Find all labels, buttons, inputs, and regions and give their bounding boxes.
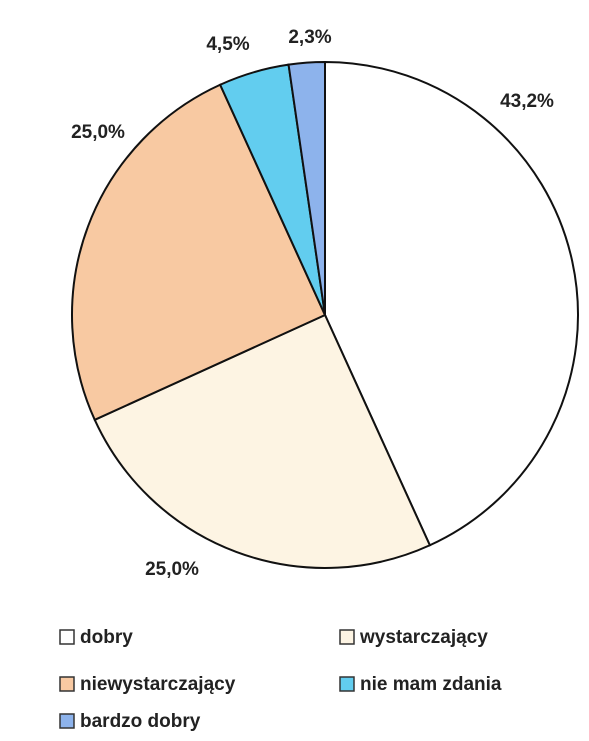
data-label: 43,2% [500,91,554,112]
pie-slice [287,60,326,316]
data-label: 25,0% [145,559,199,580]
pie-slice [71,83,327,422]
data-label: 2,3% [288,27,331,48]
pie-slice [93,313,432,569]
legend-swatch [339,629,355,645]
legend-swatch [59,676,75,692]
legend-label: wystarczający [359,627,488,648]
legend-label: nie mam zdania [360,674,502,695]
legend-label: dobry [80,627,133,648]
legend-swatch [339,676,355,692]
legend-swatch [59,713,75,729]
legend-label: niewystarczający [80,674,236,695]
data-label: 25,0% [71,122,125,143]
pie-slice [324,60,579,547]
legend-label: bardzo dobry [80,711,201,732]
legend-swatch [59,629,75,645]
data-label: 4,5% [206,34,249,55]
